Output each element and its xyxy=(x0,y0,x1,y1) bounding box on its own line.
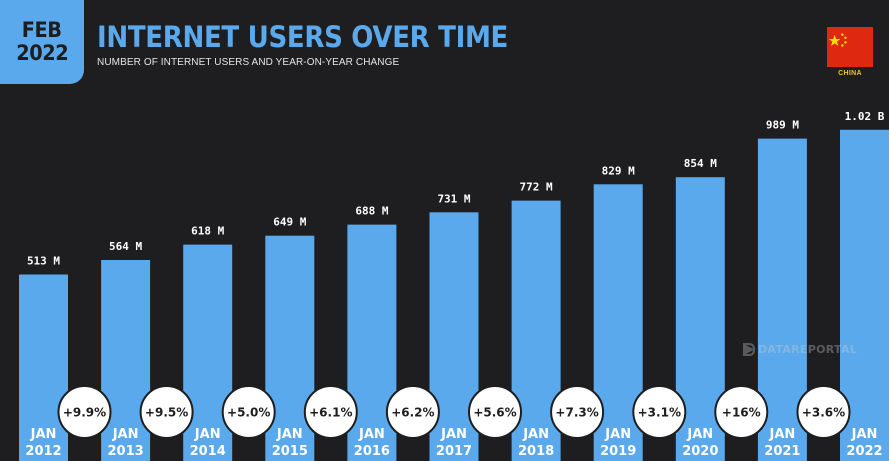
x-tick-label-month-8: JAN xyxy=(686,427,713,442)
value-label-7: 829 M xyxy=(602,164,635,177)
china-flag-icon xyxy=(827,27,873,67)
value-label-0: 513 M xyxy=(27,255,60,268)
yoy-bubble-3 xyxy=(303,385,358,439)
yoy-change-label-8: +16% xyxy=(722,406,761,420)
bar-4 xyxy=(347,224,397,461)
bar-3 xyxy=(265,235,315,461)
x-tick-label-month-0: JAN xyxy=(30,427,57,442)
yoy-change-label-3: +6.1% xyxy=(309,406,352,420)
x-tick-label-year-8: 2020 xyxy=(682,444,718,459)
x-tick-label-year-1: 2013 xyxy=(108,444,144,459)
x-tick-label-month-5: JAN xyxy=(440,427,467,442)
date-badge-month: FEB xyxy=(22,18,62,42)
x-tick-label-month-3: JAN xyxy=(276,427,303,442)
watermark-text: DATAREPORTAL xyxy=(758,343,858,356)
x-tick-label-year-3: 2015 xyxy=(272,444,308,459)
country-label: CHINA xyxy=(838,70,862,77)
value-label-6: 772 M xyxy=(520,181,553,194)
chart-title: INTERNET USERS OVER TIME xyxy=(97,20,509,54)
value-label-2: 618 M xyxy=(191,225,224,238)
x-tick-label-month-4: JAN xyxy=(358,427,385,442)
x-tick-label-month-1: JAN xyxy=(112,427,139,442)
x-tick-label-year-9: 2021 xyxy=(764,444,800,459)
x-tick-label-month-10: JAN xyxy=(851,427,878,442)
x-tick-label-month-6: JAN xyxy=(522,427,549,442)
date-badge-year: 2022 xyxy=(16,41,68,65)
x-tick-label-year-5: 2017 xyxy=(436,444,472,459)
yoy-bubble-8 xyxy=(714,385,769,439)
value-label-8: 854 M xyxy=(684,157,717,170)
yoy-bubble-4 xyxy=(385,385,440,439)
x-tick-label-year-0: 2012 xyxy=(25,444,61,459)
yoy-change-label-2: +5.0% xyxy=(227,406,270,420)
x-tick-label-year-4: 2016 xyxy=(354,444,390,459)
value-label-4: 688 M xyxy=(355,205,388,218)
value-label-9: 989 M xyxy=(766,119,799,132)
x-tick-label-month-9: JAN xyxy=(769,427,796,442)
yoy-change-label-7: +3.1% xyxy=(638,406,681,420)
yoy-bubble-9 xyxy=(796,385,851,439)
yoy-bubble-5 xyxy=(468,385,522,439)
chart-subtitle: NUMBER OF INTERNET USERS AND YEAR-ON-YEA… xyxy=(97,57,400,68)
date-badge: FEB 2022 xyxy=(0,0,84,84)
bar-0 xyxy=(19,274,68,461)
x-tick-label-month-7: JAN xyxy=(604,427,631,442)
value-label-10: 1.02 B xyxy=(845,110,885,123)
x-tick-label-year-6: 2018 xyxy=(518,444,554,459)
bar-2 xyxy=(183,244,233,461)
yoy-bubble-2 xyxy=(221,385,276,439)
yoy-bubble-0 xyxy=(57,385,112,439)
yoy-change-label-4: +6.2% xyxy=(391,406,434,420)
yoy-change-label-9: +3.6% xyxy=(802,406,845,420)
yoy-change-label-5: +5.6% xyxy=(473,406,516,420)
datareportal-logo-icon xyxy=(743,343,755,356)
x-tick-label-month-2: JAN xyxy=(194,427,221,442)
yoy-bubble-6 xyxy=(550,385,605,439)
x-tick-label-year-2: 2014 xyxy=(190,444,226,459)
watermark: DATAREPORTAL xyxy=(742,343,857,356)
x-tick-label-year-10: 2022 xyxy=(846,444,882,459)
value-label-3: 649 M xyxy=(273,216,306,229)
yoy-bubble-7 xyxy=(632,385,687,439)
value-label-5: 731 M xyxy=(437,192,470,205)
value-label-1: 564 M xyxy=(109,240,142,253)
yoy-bubble-1 xyxy=(139,385,194,439)
yoy-change-label-6: +7.3% xyxy=(555,406,598,420)
yoy-change-label-0: +9.9% xyxy=(63,406,106,420)
bar-1 xyxy=(101,260,151,461)
yoy-change-label-1: +9.5% xyxy=(145,406,188,420)
x-tick-label-year-7: 2019 xyxy=(600,444,636,459)
